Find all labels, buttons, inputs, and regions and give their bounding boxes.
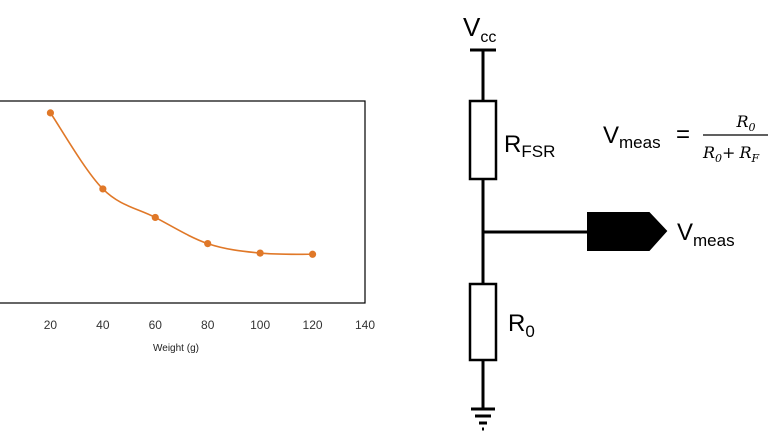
ground-symbol-icon <box>471 407 495 431</box>
output-probe-icon <box>587 212 668 251</box>
x-tick-label: 40 <box>96 318 110 332</box>
x-tick-label: 100 <box>250 318 270 332</box>
line-chart: 20 40 60 80 100 120 140 Weight (g) <box>0 100 376 354</box>
equation-numerator: R0 <box>735 112 755 134</box>
resistor-r0 <box>468 282 498 362</box>
divider-equation: Vmeas = R0 R0+ RF <box>603 112 768 165</box>
x-tick-label: 20 <box>44 318 58 332</box>
equation-equals: = <box>676 121 690 148</box>
data-point <box>256 249 264 257</box>
x-tick-label: 60 <box>149 318 163 332</box>
plot-area-frame <box>0 100 366 304</box>
voltage-divider-circuit: Vcc RFSR R0 Vmeas <box>463 12 735 431</box>
equation-lhs: Vmeas <box>603 122 661 152</box>
equation-denominator: R0+ RF <box>702 143 760 165</box>
data-point <box>308 250 317 258</box>
output-label: Vmeas <box>677 219 735 250</box>
x-tick-label: 120 <box>303 318 323 332</box>
data-point <box>204 239 212 248</box>
x-tick-label: 140 <box>355 318 375 332</box>
resistor-fsr <box>468 99 498 181</box>
data-points <box>46 109 317 258</box>
data-point <box>46 109 55 117</box>
data-point <box>151 213 159 222</box>
resistor-fsr-label: RFSR <box>504 131 555 161</box>
data-point <box>99 185 107 193</box>
x-tick-label: 80 <box>201 318 215 332</box>
resistor-r0-label: R0 <box>508 310 535 341</box>
x-tick-labels: 20 40 60 80 100 120 140 <box>44 318 376 332</box>
x-axis-label: Weight (g) <box>153 343 199 354</box>
supply-label: Vcc <box>463 12 496 46</box>
